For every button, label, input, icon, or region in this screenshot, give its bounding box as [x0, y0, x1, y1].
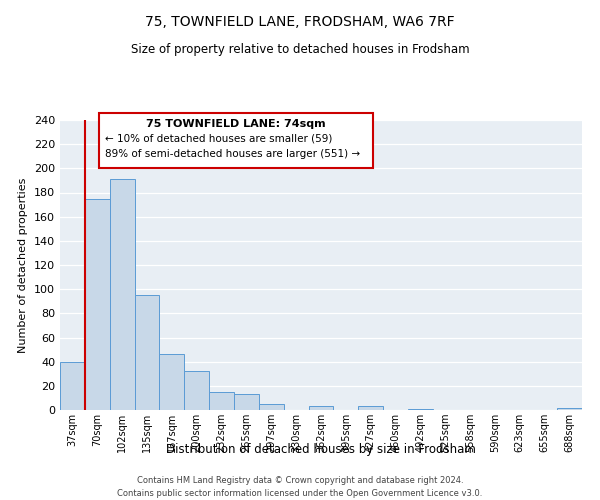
Bar — [259, 404, 284, 410]
Bar — [60, 362, 85, 410]
Bar — [209, 392, 234, 410]
Y-axis label: Number of detached properties: Number of detached properties — [19, 178, 28, 352]
Bar — [308, 406, 334, 410]
Bar — [408, 409, 433, 410]
Bar — [85, 198, 110, 410]
Text: Contains public sector information licensed under the Open Government Licence v3: Contains public sector information licen… — [118, 489, 482, 498]
FancyBboxPatch shape — [99, 113, 373, 168]
Bar — [358, 406, 383, 410]
Bar — [110, 179, 134, 410]
Bar — [184, 372, 209, 410]
Text: 75 TOWNFIELD LANE: 74sqm: 75 TOWNFIELD LANE: 74sqm — [146, 119, 326, 129]
Bar — [557, 408, 582, 410]
Bar — [134, 295, 160, 410]
Text: ← 10% of detached houses are smaller (59): ← 10% of detached houses are smaller (59… — [106, 134, 333, 143]
Bar — [160, 354, 184, 410]
Bar — [234, 394, 259, 410]
Text: 89% of semi-detached houses are larger (551) →: 89% of semi-detached houses are larger (… — [106, 149, 361, 159]
Text: 75, TOWNFIELD LANE, FRODSHAM, WA6 7RF: 75, TOWNFIELD LANE, FRODSHAM, WA6 7RF — [145, 15, 455, 29]
Text: Distribution of detached houses by size in Frodsham: Distribution of detached houses by size … — [166, 442, 476, 456]
Text: Contains HM Land Registry data © Crown copyright and database right 2024.: Contains HM Land Registry data © Crown c… — [137, 476, 463, 485]
Text: Size of property relative to detached houses in Frodsham: Size of property relative to detached ho… — [131, 42, 469, 56]
